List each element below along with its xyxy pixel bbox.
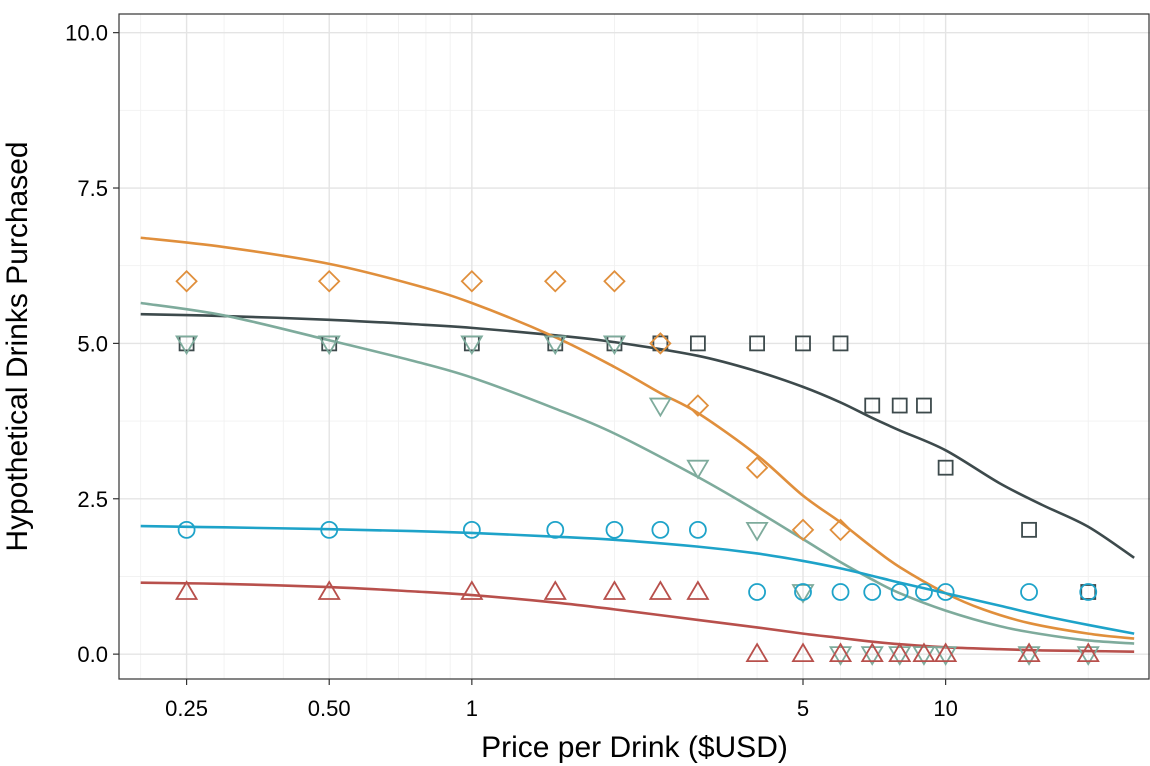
data-point-circle xyxy=(320,520,339,539)
data-point-square xyxy=(937,459,954,476)
data-point-triangle-up xyxy=(602,580,627,600)
y-tick-label: 10.0 xyxy=(65,21,108,46)
data-point-triangle-down xyxy=(460,335,484,356)
data-point-circle xyxy=(1020,583,1038,601)
data-point-triangle-up xyxy=(860,642,884,663)
x-tick-label: 5 xyxy=(797,696,809,721)
data-point-triangle-up xyxy=(745,642,769,663)
data-point-circle xyxy=(177,520,196,539)
data-point-triangle-up xyxy=(175,580,199,600)
data-point-square xyxy=(864,397,881,414)
data-point-circle xyxy=(1079,583,1098,601)
data-point-triangle-down xyxy=(317,335,341,356)
data-point-square xyxy=(1021,521,1037,538)
y-axis-title: Hypothetical Drinks Purchased xyxy=(1,141,34,551)
data-point-circle xyxy=(546,520,565,539)
major-grid xyxy=(119,14,1150,679)
data-point-triangle-down xyxy=(791,584,815,604)
data-point-triangle-down xyxy=(912,646,936,666)
data-point-square xyxy=(916,397,932,414)
data-point-triangle-up xyxy=(791,642,815,663)
data-point-triangle-up xyxy=(1017,642,1041,663)
data-point-diamond xyxy=(829,518,852,542)
data-point-triangle-up xyxy=(460,580,484,600)
data-point-triangle-down xyxy=(860,646,884,666)
fit-curve-circle xyxy=(140,524,1135,635)
data-point-diamond xyxy=(543,269,567,293)
data-point-triangle-down xyxy=(175,335,199,356)
minor-grid xyxy=(119,14,1150,679)
data-point-triangle-down xyxy=(888,646,912,666)
data-point-triangle-down xyxy=(686,459,710,480)
data-point-triangle-up xyxy=(888,642,912,663)
data-point-circle xyxy=(794,583,812,601)
data-point-square xyxy=(652,335,669,352)
fit-curve-triangle-down xyxy=(140,301,1135,645)
data-point-square xyxy=(891,397,908,414)
data-point-circle xyxy=(462,520,481,539)
data-point-circle xyxy=(605,520,624,539)
plot-panel-border xyxy=(118,13,1150,680)
data-point-circle xyxy=(748,583,766,601)
data-point-triangle-up xyxy=(543,580,567,600)
data-point-triangle-down xyxy=(1017,646,1041,666)
data-point-circle xyxy=(863,583,882,601)
y-tick-label: 2.5 xyxy=(77,487,108,512)
data-point-circle xyxy=(688,520,707,539)
data-point-triangle-down xyxy=(1076,646,1100,666)
fitted-curves xyxy=(140,236,1135,653)
data-point-triangle-down xyxy=(745,521,769,542)
data-point-diamond xyxy=(460,269,484,293)
data-point-circle xyxy=(651,520,670,539)
x-axis-ticks: 0.25 0.50 1 5 10 xyxy=(165,679,958,721)
data-point-square xyxy=(1080,584,1097,600)
data-point-diamond xyxy=(603,269,626,293)
data-point-triangle-up xyxy=(686,580,710,600)
data-points xyxy=(175,269,1100,666)
y-tick-label: 0.0 xyxy=(77,642,108,667)
data-point-square xyxy=(749,335,765,352)
data-point-circle xyxy=(890,583,909,601)
data-point-triangle-down xyxy=(828,646,853,666)
x-tick-label: 0.25 xyxy=(165,696,208,721)
y-axis-ticks: 0.0 2.5 5.0 7.5 10.0 xyxy=(65,21,119,667)
x-tick-label: 0.50 xyxy=(308,696,351,721)
x-tick-label: 10 xyxy=(933,696,957,721)
data-point-circle xyxy=(936,583,955,601)
data-point-diamond xyxy=(791,518,815,542)
x-axis-title: Price per Drink ($USD) xyxy=(481,731,788,764)
data-point-triangle-down xyxy=(934,646,958,666)
data-point-diamond xyxy=(175,269,198,293)
data-point-triangle-up xyxy=(1076,642,1100,663)
fit-curve-triangle-up xyxy=(140,581,1135,653)
data-point-circle xyxy=(915,583,933,601)
data-point-diamond xyxy=(649,332,672,355)
data-point-triangle-up xyxy=(648,580,672,600)
fit-curve-square xyxy=(140,312,1135,559)
data-point-diamond xyxy=(317,269,341,293)
data-point-circle xyxy=(831,583,850,601)
data-point-triangle-up xyxy=(317,580,341,600)
data-point-square xyxy=(832,335,849,352)
y-tick-label: 7.5 xyxy=(77,176,108,201)
data-point-square xyxy=(689,335,706,352)
data-point-triangle-down xyxy=(602,335,627,356)
data-point-triangle-up xyxy=(912,642,936,663)
data-point-triangle-down xyxy=(648,397,672,418)
fit-curve-diamond xyxy=(140,236,1135,640)
data-point-square xyxy=(795,335,811,352)
y-tick-label: 5.0 xyxy=(77,331,108,356)
data-point-triangle-up xyxy=(828,642,853,663)
data-point-diamond xyxy=(745,456,769,479)
x-tick-label: 1 xyxy=(466,696,478,721)
data-point-triangle-up xyxy=(934,642,958,663)
data-point-diamond xyxy=(686,394,710,417)
data-point-triangle-down xyxy=(543,335,567,356)
